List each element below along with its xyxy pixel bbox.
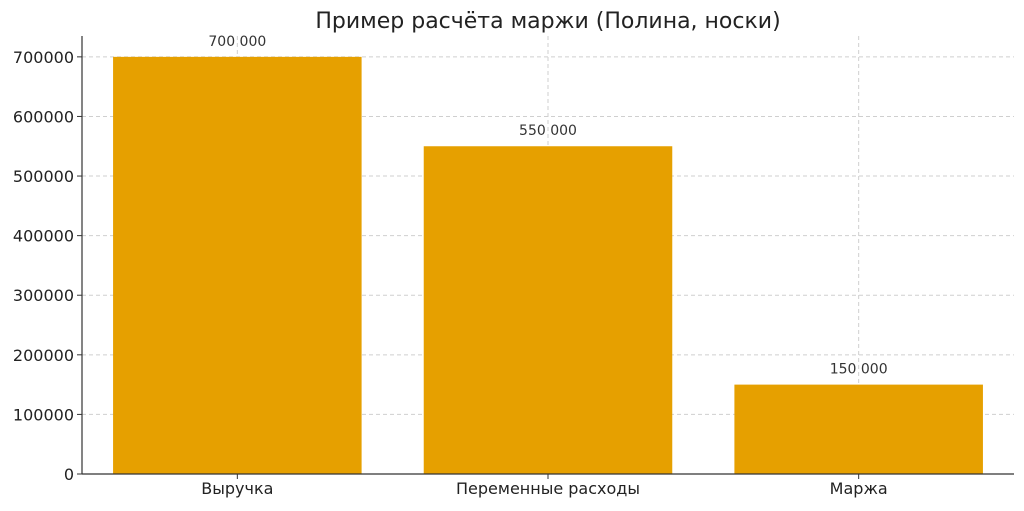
axes — [77, 36, 1014, 479]
y-tick-label: 600000 — [13, 107, 74, 126]
bars — [113, 56, 983, 474]
y-tick-label: 300000 — [13, 286, 74, 305]
labels: 0 100000 200000 300000 400000 500000 600000 700… — [13, 34, 888, 498]
bar — [734, 384, 983, 474]
chart-title: Пример расчёта маржи (Полина, носки) — [315, 9, 780, 34]
y-tick-label: 400000 — [13, 227, 74, 246]
bar-value-label: 550 000 — [519, 123, 577, 139]
x-category-label: Переменные расходы — [456, 479, 640, 498]
y-tick-label: 0 — [64, 465, 74, 484]
y-tick-label: 500000 — [13, 167, 74, 186]
bar-value-label: 150 000 — [830, 362, 888, 378]
x-category-label: Маржа — [830, 479, 888, 498]
y-tick-label: 200000 — [13, 346, 74, 365]
bar-value-label: 700 000 — [208, 34, 266, 50]
x-category-label: Выручка — [201, 479, 273, 498]
bar — [113, 56, 362, 474]
y-tick-label: 100000 — [13, 405, 74, 424]
y-tick-label: 700000 — [13, 48, 74, 67]
bar — [423, 146, 673, 474]
